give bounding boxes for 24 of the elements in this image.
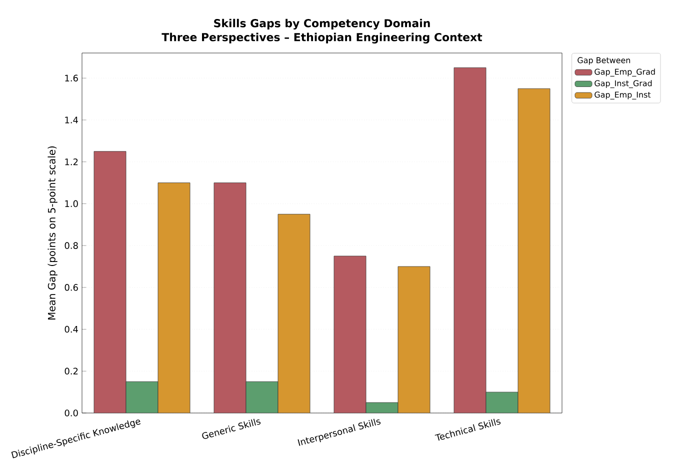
bar <box>398 266 430 413</box>
bar <box>454 67 486 413</box>
y-tick-label: 1.2 <box>65 158 78 166</box>
y-tick-label: 0.2 <box>64 368 78 375</box>
y-tick-label: 0.4 <box>64 326 78 333</box>
bar <box>214 182 246 413</box>
bar <box>334 256 366 413</box>
bar <box>246 382 278 413</box>
y-tick-label: 0.8 <box>64 242 78 249</box>
chart-subtitle: Three Perspectives – Ethiopian Engineering Context <box>162 32 482 44</box>
y-tick-label: 1.6 <box>65 74 78 82</box>
y-tick-label: 0.6 <box>64 284 78 291</box>
bar <box>518 88 550 413</box>
bar <box>486 392 518 413</box>
bar <box>278 214 310 413</box>
y-tick-label: 0.0 <box>64 410 78 416</box>
bar <box>158 182 190 413</box>
y-tick-label: 1.0 <box>65 200 78 208</box>
chart-title: Skills Gaps by Competency Domain <box>214 18 430 30</box>
bar <box>94 151 126 413</box>
y-tick-label: 1.4 <box>65 116 78 124</box>
x-tick-label: Generic Skills <box>202 418 261 439</box>
y-axis-title: Mean Gap (points on 5-point scale) <box>48 146 58 320</box>
bar <box>126 381 158 413</box>
